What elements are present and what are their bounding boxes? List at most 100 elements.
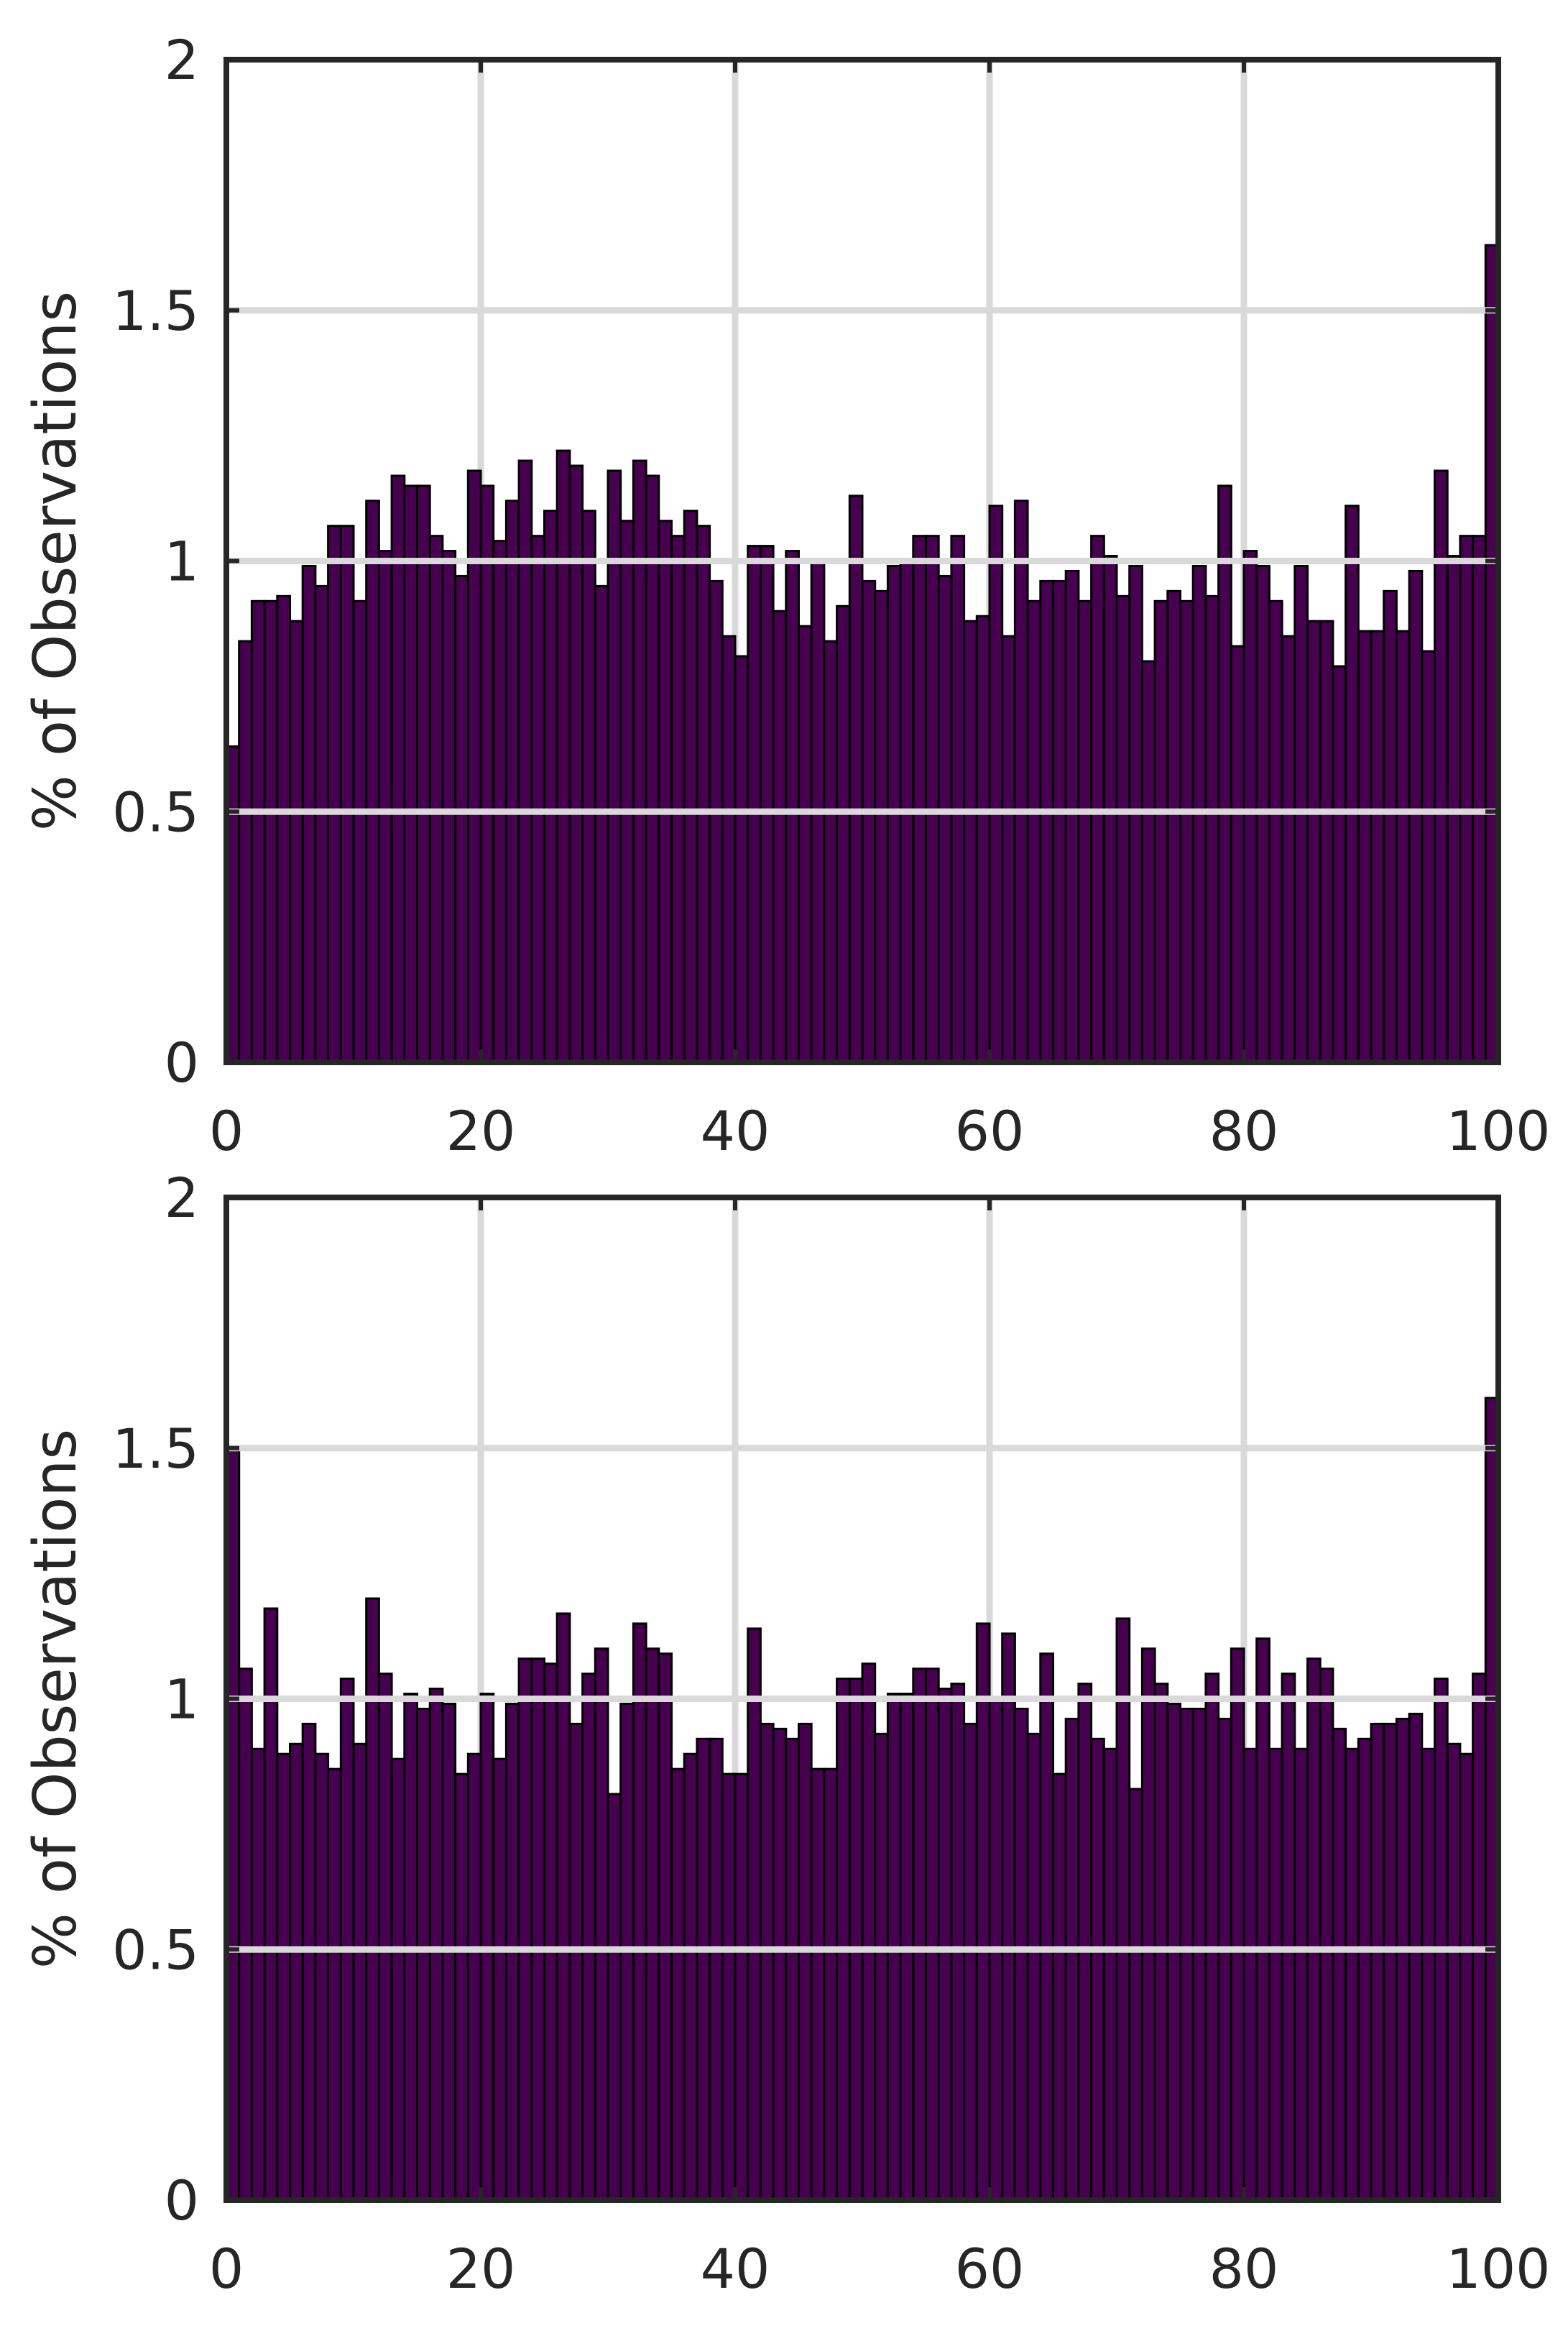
histogram-bar bbox=[658, 520, 673, 1064]
y-tick-label: 0 bbox=[165, 1031, 199, 1095]
histogram-bar bbox=[632, 459, 647, 1064]
histogram-bar bbox=[1293, 1747, 1309, 2202]
histogram-bar bbox=[785, 550, 801, 1064]
histogram-bar bbox=[848, 495, 864, 1064]
histogram-bar bbox=[975, 1622, 991, 2202]
histogram-bar bbox=[377, 1673, 393, 2202]
histogram-bar bbox=[1357, 1737, 1373, 2202]
histogram-bar bbox=[1421, 650, 1436, 1064]
histogram-bar bbox=[1064, 1717, 1080, 2202]
histogram-bar bbox=[276, 1752, 291, 2202]
histogram-bar bbox=[454, 574, 469, 1064]
histogram-bar bbox=[836, 604, 851, 1064]
histogram-bar bbox=[263, 599, 279, 1064]
histogram-bar bbox=[709, 1737, 724, 2202]
histogram-bar bbox=[517, 459, 533, 1064]
histogram-bar bbox=[352, 1742, 368, 2202]
histogram-bar bbox=[1370, 630, 1385, 1064]
histogram-bar bbox=[1319, 620, 1334, 1064]
histogram-bar bbox=[696, 1737, 711, 2202]
histogram-bar bbox=[479, 484, 495, 1064]
histogram-bar bbox=[492, 540, 507, 1064]
y-tick-label: 1 bbox=[165, 530, 199, 594]
histogram-bar bbox=[1204, 1673, 1220, 2202]
histogram-bar bbox=[721, 635, 737, 1064]
histogram-bar bbox=[836, 1678, 851, 2202]
y-tick-label: 0.5 bbox=[112, 780, 199, 844]
histogram-bar bbox=[645, 1647, 660, 2202]
histogram-bar bbox=[747, 545, 762, 1064]
histogram-bar bbox=[1408, 569, 1424, 1064]
x-tick-label: 80 bbox=[1209, 1099, 1279, 1163]
histogram-bar bbox=[1039, 579, 1055, 1064]
histogram-bar bbox=[1268, 1747, 1283, 2202]
histogram-bar bbox=[1128, 1788, 1143, 2202]
histogram-bar bbox=[390, 1757, 406, 2202]
histogram-bar bbox=[912, 535, 928, 1064]
histogram-bar bbox=[1345, 505, 1360, 1064]
histogram-bar bbox=[327, 525, 342, 1064]
histogram-bar bbox=[1242, 1747, 1258, 2202]
x-tick-label: 0 bbox=[209, 2237, 244, 2301]
histogram-bar bbox=[1345, 1747, 1360, 2202]
histogram-bar bbox=[1052, 1772, 1067, 2202]
histogram-bar bbox=[1332, 1727, 1347, 2202]
histogram-bar bbox=[581, 1673, 596, 2202]
histogram-bar bbox=[1446, 1742, 1462, 2202]
histogram-bar bbox=[581, 510, 596, 1064]
histogram-bar bbox=[1281, 1673, 1296, 2202]
histogram-bar bbox=[1090, 535, 1105, 1064]
histogram-bar bbox=[1370, 1722, 1385, 2202]
histogram-bar bbox=[747, 1627, 762, 2202]
histogram-bar bbox=[1319, 1668, 1334, 2202]
histogram-bar bbox=[709, 579, 724, 1064]
histogram-bar bbox=[1001, 1632, 1016, 2202]
histogram-bar bbox=[963, 620, 978, 1064]
x-tick-label: 60 bbox=[955, 2237, 1025, 2301]
histogram-bar bbox=[1281, 635, 1296, 1064]
histogram-bar bbox=[798, 625, 813, 1064]
histogram-bar bbox=[670, 535, 686, 1064]
histogram-bar bbox=[785, 1737, 801, 2202]
x-tick-label: 20 bbox=[446, 1099, 516, 1163]
x-tick-label: 60 bbox=[955, 1099, 1025, 1163]
histogram-bar bbox=[975, 615, 991, 1064]
histogram-bar bbox=[632, 1622, 647, 2202]
histogram-bar bbox=[327, 1767, 342, 2202]
histogram-bar bbox=[1242, 550, 1258, 1064]
histogram-bar bbox=[250, 1747, 266, 2202]
histogram-bar bbox=[1459, 1752, 1475, 2202]
histogram-bar bbox=[759, 1722, 775, 2202]
histogram-bar bbox=[289, 620, 304, 1064]
histogram-bar bbox=[352, 599, 368, 1064]
histogram-bar bbox=[925, 535, 940, 1064]
histogram-bar bbox=[1230, 645, 1245, 1064]
histogram-bar bbox=[1472, 535, 1487, 1064]
histogram-bar bbox=[721, 1772, 737, 2202]
histogram-bar bbox=[1434, 1678, 1449, 2202]
histogram-bar bbox=[276, 594, 291, 1064]
y-axis-label: % of Observations bbox=[22, 1429, 90, 1969]
y-tick-label: 1 bbox=[165, 1668, 199, 1731]
histogram-bar bbox=[772, 1727, 788, 2202]
histogram-bar bbox=[1217, 1717, 1232, 2202]
y-tick-label: 1.5 bbox=[112, 1417, 199, 1481]
histogram-bar bbox=[289, 1742, 304, 2202]
histogram-bar bbox=[1153, 1683, 1169, 2202]
x-tick-label: 20 bbox=[446, 2237, 516, 2301]
y-tick-label: 2 bbox=[165, 28, 199, 92]
histogram-bar bbox=[861, 579, 877, 1064]
histogram-bar bbox=[416, 484, 431, 1064]
y-tick-label: 0 bbox=[165, 2168, 199, 2232]
bottom-histogram-panel: 0 20 40 60 80 100 0 0.5 1 1.5 2 % of Observations bbox=[22, 1166, 1551, 2301]
x-tick-label: 40 bbox=[701, 1099, 770, 1163]
histogram-bar bbox=[1255, 1637, 1270, 2202]
histogram-bar bbox=[1383, 1722, 1398, 2202]
histogram-bar bbox=[339, 525, 355, 1064]
histogram-bar bbox=[823, 640, 839, 1064]
histogram-bar bbox=[937, 1688, 953, 2202]
histogram-bar bbox=[1052, 579, 1067, 1064]
histogram-bar bbox=[466, 1752, 482, 2202]
histogram-bar bbox=[937, 574, 953, 1064]
